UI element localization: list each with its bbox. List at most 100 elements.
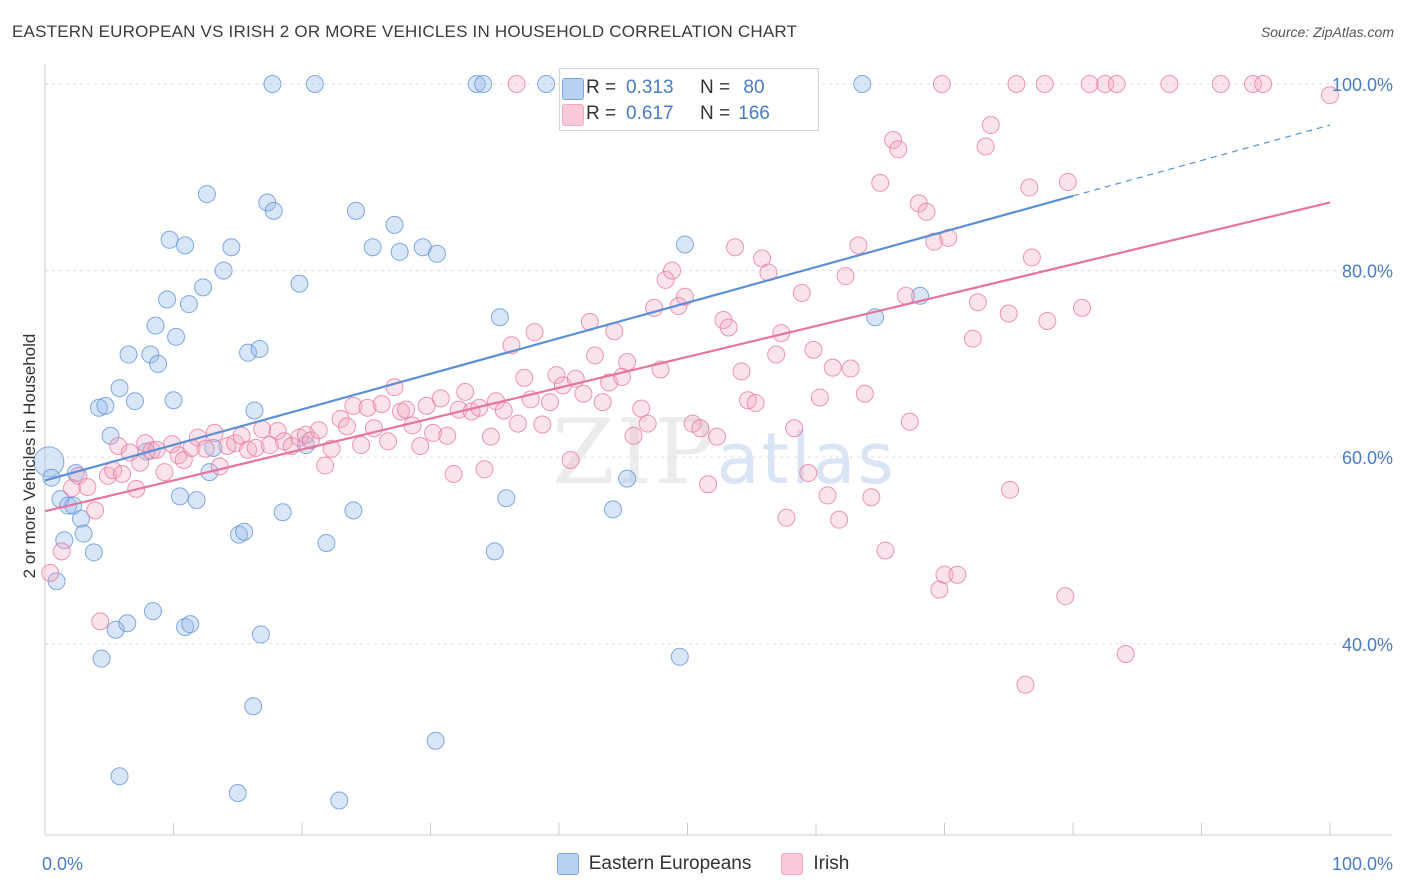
data-point (143, 602, 162, 621)
data-point (96, 396, 115, 415)
data-point (52, 542, 71, 561)
data-point (244, 697, 263, 716)
data-point (541, 393, 560, 412)
trend-lines (44, 124, 1331, 513)
stats-swatch-irish (562, 104, 584, 126)
data-point (33, 446, 65, 478)
data-point (330, 791, 349, 810)
data-point (141, 345, 160, 364)
data-point (92, 649, 111, 668)
data-point (508, 414, 527, 433)
data-point (855, 384, 874, 403)
data-point (871, 173, 890, 192)
data-point (372, 394, 391, 413)
data-point (699, 475, 718, 494)
stats-r-label: R = (586, 103, 617, 124)
data-point (301, 431, 320, 450)
data-point (467, 74, 486, 93)
grid (45, 83, 1392, 645)
stats-row-eastern: R = 0.313 N = 80 (562, 77, 774, 100)
data-point (968, 293, 987, 312)
data-point (876, 541, 895, 560)
legend-item-eastern-europeans[interactable]: Eastern Europeans (556, 853, 751, 875)
stats-swatch-eastern (562, 78, 584, 100)
data-point (497, 489, 516, 508)
y-tick-label: 60.0% (1342, 448, 1393, 468)
data-point (849, 236, 868, 255)
stats-n-label: N = (700, 77, 731, 98)
trend-line-eastern-europeans (44, 194, 1074, 482)
data-point (515, 368, 534, 387)
data-point (1022, 248, 1041, 267)
data-point (273, 503, 292, 522)
data-point (618, 353, 637, 372)
data-point (176, 617, 195, 636)
watermark: ZIPatlas (552, 400, 896, 505)
data-point (305, 74, 324, 93)
data-point (547, 366, 566, 385)
data-point (228, 784, 247, 803)
data-point (260, 436, 279, 455)
trend-line-extension (1072, 124, 1331, 197)
data-point (1007, 74, 1026, 93)
data-point (726, 238, 745, 257)
data-point (268, 422, 287, 441)
data-point (309, 421, 328, 440)
data-point (656, 270, 675, 289)
data-point (317, 533, 336, 552)
legend-item-irish[interactable]: Irish (781, 853, 849, 875)
data-point (853, 74, 872, 93)
data-point (337, 417, 356, 436)
data-point (862, 488, 881, 507)
data-point (963, 329, 982, 348)
data-point (222, 238, 241, 257)
data-point (125, 392, 144, 411)
data-point (925, 232, 944, 251)
data-point (358, 398, 377, 417)
data-point (235, 522, 254, 541)
data-point (363, 238, 382, 257)
data-point (574, 384, 593, 403)
data-point (379, 432, 398, 451)
data-point (438, 426, 457, 445)
data-point (785, 419, 804, 438)
data-point (264, 201, 283, 220)
data-point (246, 438, 265, 457)
data-point (670, 647, 689, 666)
data-point (1243, 74, 1262, 93)
data-point (485, 542, 504, 561)
data-point (55, 531, 74, 550)
data-point (1116, 645, 1135, 664)
data-point (799, 464, 818, 483)
data-point (210, 457, 229, 476)
data-point (346, 201, 365, 220)
stats-r-label: R = (586, 77, 617, 98)
data-point (253, 420, 272, 439)
data-point (194, 278, 213, 297)
y-tick-label: 100.0% (1332, 75, 1393, 95)
data-point (456, 382, 475, 401)
legend-label: Irish (813, 853, 850, 874)
data-point (948, 565, 967, 584)
data-point (792, 283, 811, 302)
data-point (426, 731, 445, 750)
data-point (889, 140, 908, 159)
data-point (110, 379, 129, 398)
data-point (474, 74, 493, 93)
data-point (119, 345, 138, 364)
data-point (481, 427, 500, 446)
data-point (204, 438, 223, 457)
y-tick-label: 80.0% (1342, 262, 1393, 282)
data-point (352, 436, 371, 455)
tick-labels: 40.0% 60.0% 80.0% 100.0% 0.0% 100.0% (42, 75, 1393, 874)
axes (44, 64, 1392, 836)
stats-r-value: 0.313 (626, 77, 674, 98)
data-point (89, 398, 108, 417)
data-point (113, 464, 132, 483)
data-point (900, 412, 919, 431)
data-point (746, 394, 765, 413)
data-point (999, 304, 1018, 323)
data-point (810, 388, 829, 407)
data-point (1211, 74, 1230, 93)
data-point (167, 327, 186, 346)
